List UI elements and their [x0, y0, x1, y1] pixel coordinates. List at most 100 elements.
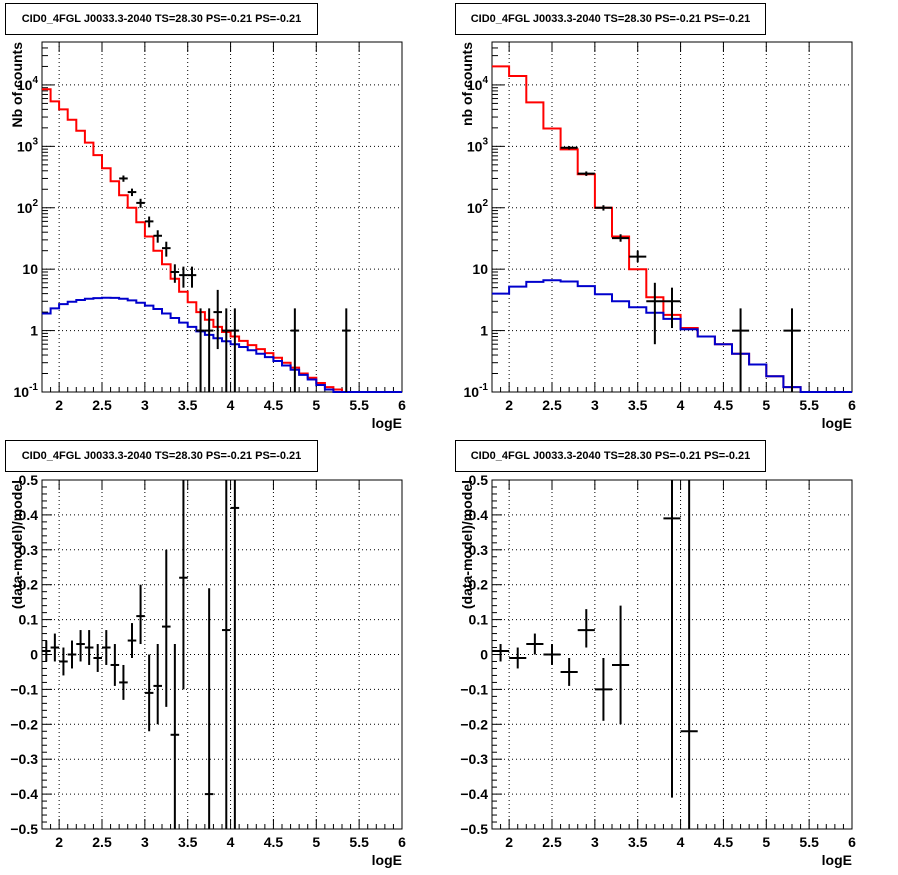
x-tick-label: 3.5 — [628, 834, 648, 850]
x-tick-label: 2.5 — [542, 834, 562, 850]
y-tick-label: 102 — [17, 198, 39, 216]
data-point — [663, 480, 681, 798]
plot-frame — [491, 41, 853, 393]
data-point — [612, 234, 630, 242]
x-tick-label: 5.5 — [799, 397, 819, 413]
x-tick-label: 6 — [398, 834, 406, 850]
y-tick-label: 10 — [472, 261, 488, 277]
x-tick-label: 3 — [591, 397, 599, 413]
data-point — [153, 644, 162, 725]
y-tick-label: 0.4 — [469, 507, 489, 523]
y-tick-label: −0.1 — [10, 681, 38, 697]
y-tick-label: −0.4 — [460, 786, 488, 802]
data-point — [663, 287, 681, 329]
y-tick-label: 0.4 — [19, 507, 39, 523]
y-tick-label: 0.1 — [19, 612, 39, 628]
data-point — [93, 644, 102, 672]
panel-title-bottom-left: CID0_4FGL J0033.3-2040 TS=28.30 PS=-0.21… — [5, 440, 318, 472]
data-point — [560, 146, 578, 150]
y-tick-label: 0.1 — [469, 612, 489, 628]
x-tick-label: 6 — [398, 397, 406, 413]
x-tick-label: 4 — [227, 834, 235, 850]
x-axis-label: logE — [372, 852, 402, 868]
x-tick-label: 4 — [677, 834, 685, 850]
data-point — [646, 282, 664, 345]
data-point — [560, 657, 578, 686]
data-point — [127, 623, 137, 658]
y-tick-label: 104 — [17, 75, 39, 93]
y-axis-label: nb of counts — [459, 42, 475, 126]
x-tick-label: 3 — [141, 397, 149, 413]
x-tick-label: 5 — [312, 397, 320, 413]
data-point — [187, 266, 197, 288]
x-tick-label: 4.5 — [264, 834, 284, 850]
x-axis-label: logE — [372, 415, 402, 431]
data-point — [213, 289, 222, 350]
data-point — [230, 480, 240, 829]
y-tick-label: 103 — [467, 136, 489, 154]
data-point — [594, 657, 612, 721]
x-axis-label: logE — [822, 415, 852, 431]
model-histogram-blue — [492, 279, 852, 393]
y-tick-label: −0.5 — [10, 821, 38, 837]
data-point — [179, 480, 188, 690]
data-point — [144, 654, 154, 732]
x-tick-label: 2.5 — [92, 397, 112, 413]
y-tick-label: 10 — [22, 261, 38, 277]
y-axis-label: (data-model)/model — [459, 480, 475, 609]
panel-title-top-right: CID0_4FGL J0033.3-2040 TS=28.30 PS=-0.21… — [455, 3, 766, 35]
y-tick-label: 1 — [30, 323, 38, 339]
data-point — [196, 308, 205, 392]
x-tick-label: 3.5 — [178, 834, 198, 850]
data-point — [577, 171, 595, 176]
data-point — [230, 308, 240, 392]
model-histogram-blue — [42, 296, 402, 393]
y-tick-label: 0.2 — [19, 577, 39, 593]
data-point — [127, 188, 137, 197]
data-point — [42, 640, 51, 662]
x-tick-label: 5.5 — [349, 397, 369, 413]
data-point — [629, 250, 647, 263]
x-tick-label: 4 — [227, 397, 235, 413]
x-axis-label: logE — [822, 852, 852, 868]
x-tick-label: 5 — [312, 834, 320, 850]
y-tick-label: 0 — [30, 647, 38, 663]
data-point — [170, 264, 180, 283]
y-tick-label: 0.5 — [19, 472, 39, 488]
chart-panel-1: 2 2.5 3 3.5 4 4.5 5 5.5 6 logE 10-1 1 10 102 103 104Nb … — [9, 41, 406, 431]
data-point — [67, 640, 77, 669]
y-tick-label: −0.5 — [460, 821, 488, 837]
data-point — [119, 664, 128, 700]
data-point — [290, 308, 300, 392]
model-histogram-red — [492, 65, 852, 393]
data-point — [84, 630, 94, 665]
data-point — [50, 633, 60, 662]
panel-title-top-left: CID0_4FGL J0033.3-2040 TS=28.30 PS=-0.21… — [5, 3, 318, 35]
y-tick-label: 104 — [467, 75, 489, 93]
chart-panel-4: 2 2.5 3 3.5 4 4.5 5 5.5 6 logE −0.5 −0.4 −0.3 −0.2 −0.… — [459, 472, 856, 868]
data-point — [222, 480, 231, 829]
x-tick-label: 2 — [55, 397, 63, 413]
data-point — [110, 644, 120, 686]
data-point — [222, 308, 231, 392]
y-tick-label: 103 — [17, 136, 39, 154]
data-point — [732, 308, 750, 392]
data-point — [179, 266, 188, 288]
y-tick-label: 0.3 — [469, 542, 489, 558]
data-point — [204, 588, 214, 829]
y-tick-label: 0 — [480, 647, 488, 663]
x-tick-label: 2 — [505, 834, 513, 850]
x-tick-label: 5.5 — [799, 834, 819, 850]
x-tick-label: 4.5 — [714, 397, 734, 413]
y-tick-label: −0.2 — [460, 716, 488, 732]
data-point — [162, 241, 171, 257]
y-axis-label: Nb of counts — [9, 42, 25, 128]
x-tick-label: 3 — [141, 834, 149, 850]
y-tick-label: 0.5 — [469, 472, 489, 488]
y-tick-label: 0.2 — [469, 577, 489, 593]
data-point — [119, 175, 128, 182]
x-tick-label: 4 — [677, 397, 685, 413]
data-point — [204, 308, 214, 392]
y-tick-label: −0.3 — [460, 751, 488, 767]
data-point — [59, 647, 68, 676]
